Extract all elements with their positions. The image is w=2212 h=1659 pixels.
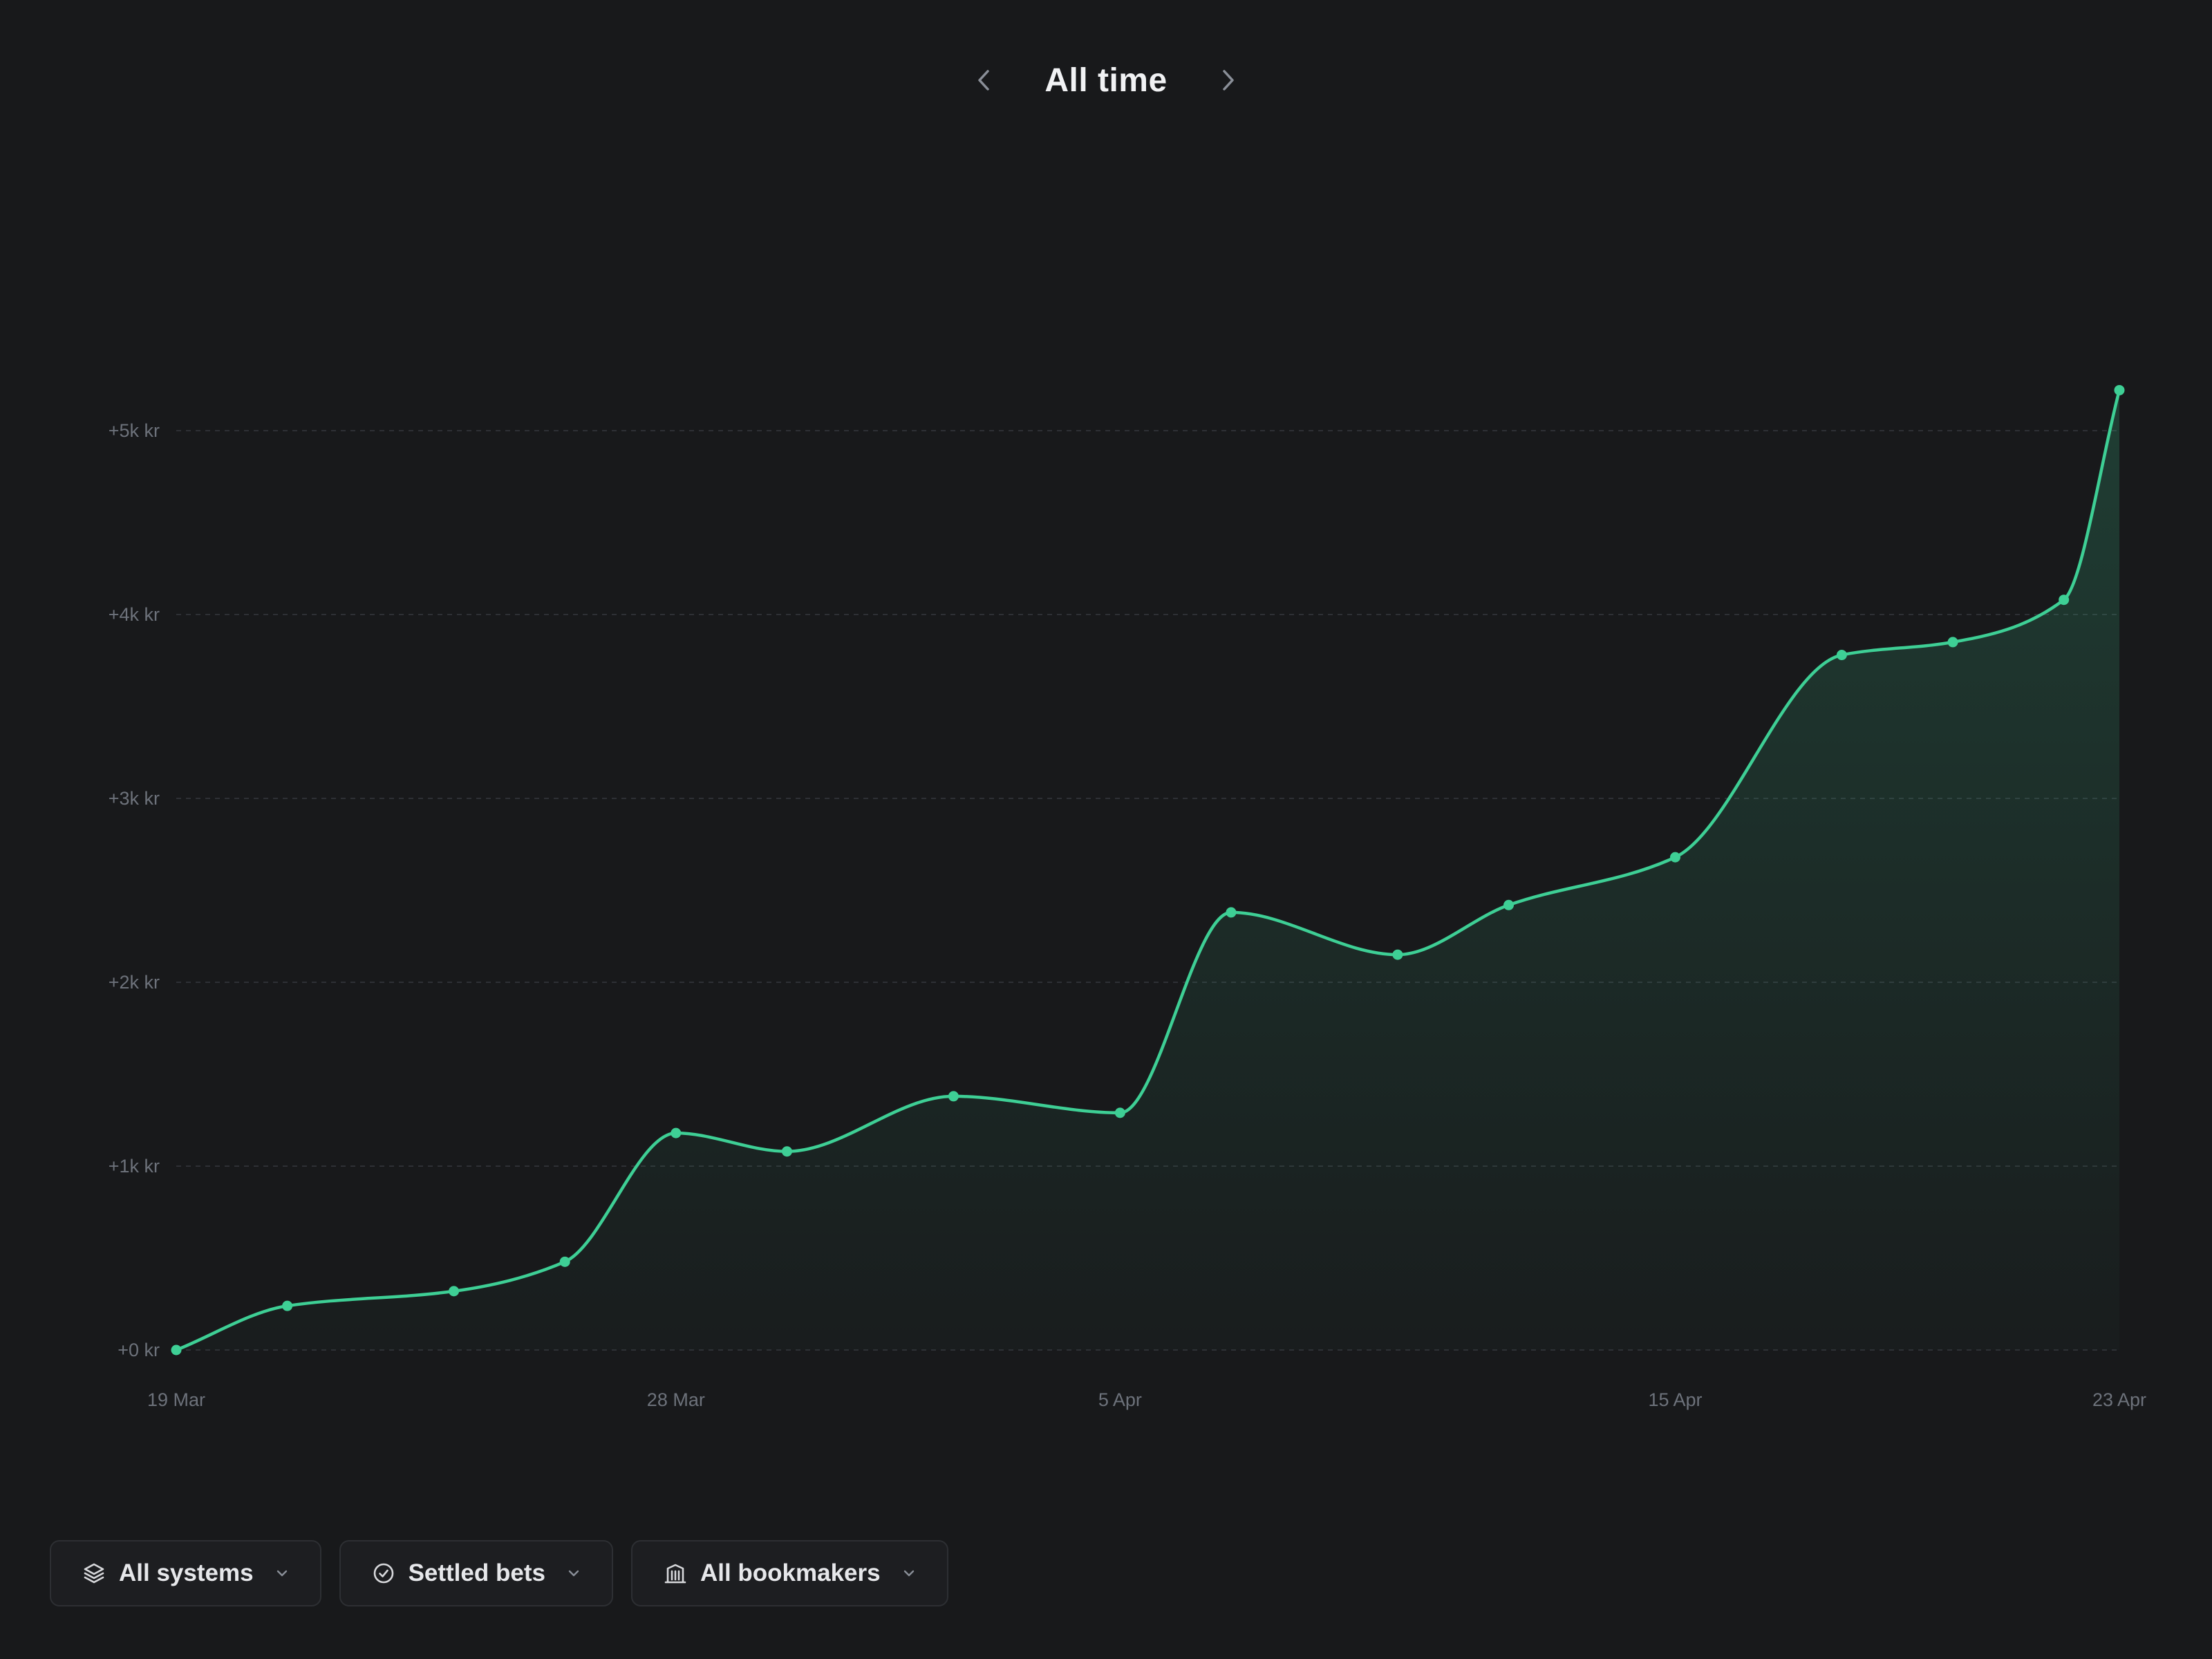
y-tick-label: +3k kr <box>109 788 160 809</box>
systems-filter-button[interactable]: All systems <box>50 1540 321 1606</box>
chevron-down-icon <box>566 1566 581 1581</box>
bet-status-filter-button[interactable]: Settled bets <box>339 1540 613 1606</box>
x-tick-label: 19 Mar <box>147 1389 205 1410</box>
data-point[interactable] <box>1947 637 1958 648</box>
systems-filter-label: All systems <box>119 1559 254 1586</box>
y-tick-label: +4k kr <box>109 604 160 625</box>
data-point[interactable] <box>781 1146 792 1157</box>
layers-icon <box>82 1561 106 1586</box>
period-title: All time <box>1044 62 1168 99</box>
data-point[interactable] <box>1226 907 1237 918</box>
data-point[interactable] <box>1503 899 1515 910</box>
data-point[interactable] <box>449 1286 460 1297</box>
data-point[interactable] <box>559 1256 570 1267</box>
y-tick-label: +0 kr <box>118 1340 160 1360</box>
period-header: All time <box>0 52 2212 109</box>
data-point[interactable] <box>2059 594 2070 606</box>
x-axis: 19 Mar 28 Mar 5 Apr 15 Apr 23 Apr <box>147 1389 2146 1410</box>
data-point[interactable] <box>1114 1107 1125 1118</box>
y-tick-label: +5k kr <box>109 420 160 441</box>
next-period-button[interactable] <box>1208 59 1249 101</box>
previous-period-button[interactable] <box>963 59 1004 101</box>
chevron-left-icon <box>978 70 990 91</box>
data-point[interactable] <box>1392 949 1403 960</box>
bet-status-filter-label: Settled bets <box>408 1559 545 1586</box>
filter-bar: All systems Settled bets All bookmakers <box>50 1540 948 1606</box>
data-point[interactable] <box>948 1091 959 1102</box>
data-point[interactable] <box>2114 384 2125 395</box>
data-point[interactable] <box>1836 650 1847 661</box>
series-area <box>176 390 2119 1350</box>
x-tick-label: 23 Apr <box>2092 1389 2146 1410</box>
x-tick-label: 28 Mar <box>647 1389 705 1410</box>
chevron-right-icon <box>1222 70 1234 91</box>
check-circle-icon <box>371 1561 396 1586</box>
y-tick-label: +1k kr <box>109 1156 160 1177</box>
data-point[interactable] <box>282 1300 293 1311</box>
chevron-down-icon <box>274 1566 290 1581</box>
building-icon <box>663 1561 688 1586</box>
data-points <box>171 384 2125 1356</box>
y-tick-label: +2k kr <box>109 972 160 993</box>
data-point[interactable] <box>1669 852 1680 863</box>
chevron-down-icon <box>901 1566 917 1581</box>
bookmakers-filter-button[interactable]: All bookmakers <box>630 1540 948 1606</box>
y-axis: +0 kr +1k kr +2k kr +3k kr +4k kr +5k kr <box>109 420 160 1360</box>
data-point[interactable] <box>671 1127 682 1138</box>
bookmakers-filter-label: All bookmakers <box>700 1559 881 1586</box>
data-point[interactable] <box>171 1344 182 1356</box>
x-tick-label: 15 Apr <box>1648 1389 1702 1410</box>
profit-chart: +0 kr +1k kr +2k kr +3k kr +4k kr +5k kr 19 M… <box>109 384 2146 1410</box>
x-tick-label: 5 Apr <box>1098 1389 1142 1410</box>
series-line <box>176 389 2121 1352</box>
